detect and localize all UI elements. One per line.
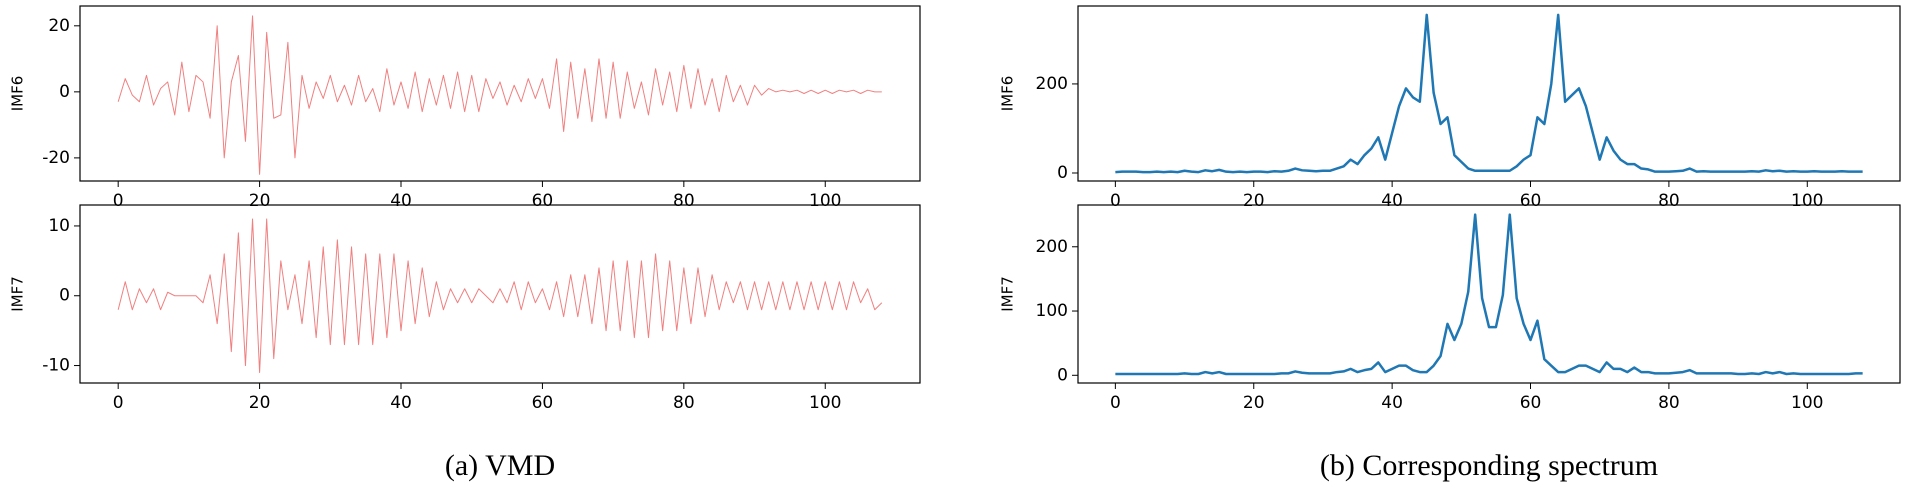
data-line (1115, 213, 1863, 376)
axes-frame (1077, 204, 1901, 384)
x-tick-label: 60 (1520, 393, 1542, 413)
x-tick-label: 0 (113, 393, 124, 413)
x-tick-label: 60 (1520, 191, 1542, 211)
x-tick-label: 80 (673, 393, 695, 413)
x-tick-label: 60 (532, 393, 554, 413)
x-tick-label: 40 (1381, 191, 1403, 211)
x-tick-label: 20 (249, 191, 271, 211)
x-tick-label: 0 (1110, 393, 1121, 413)
y-axis-label: IMF6 (9, 76, 27, 112)
y-tick-label: 0 (59, 82, 70, 102)
data-line (1115, 13, 1863, 174)
x-tick-label: 20 (249, 393, 271, 413)
x-tick-label: 0 (113, 191, 124, 211)
x-tick-label: 80 (1658, 191, 1680, 211)
y-tick-label: 200 (1036, 237, 1068, 257)
x-tick-label: 100 (809, 191, 841, 211)
axes-frame (79, 5, 921, 182)
x-tick-label: 40 (390, 191, 412, 211)
axes-frame (79, 204, 921, 384)
y-axis-label: IMF7 (999, 276, 1017, 312)
x-tick-label: 20 (1243, 191, 1265, 211)
caption: (b) Corresponding spectrum (1320, 449, 1658, 482)
caption: (a) VMD (445, 449, 555, 482)
x-tick-label: 80 (673, 191, 695, 211)
data-line (117, 15, 882, 175)
y-tick-label: 0 (1057, 365, 1068, 385)
y-axis-label: IMF6 (999, 76, 1017, 112)
y-tick-label: 20 (48, 16, 70, 36)
y-tick-label: 200 (1036, 74, 1068, 94)
x-tick-label: 80 (1658, 393, 1680, 413)
y-tick-label: 100 (1036, 301, 1068, 321)
y-tick-label: 0 (59, 286, 70, 306)
y-tick-label: 10 (48, 216, 70, 236)
x-tick-label: 100 (809, 393, 841, 413)
x-tick-label: 20 (1243, 393, 1265, 413)
x-tick-label: 40 (1381, 393, 1403, 413)
x-tick-label: 100 (1791, 191, 1823, 211)
y-axis-label: IMF7 (9, 276, 27, 312)
data-line (117, 218, 883, 374)
x-tick-label: 40 (390, 393, 412, 413)
y-tick-label: 0 (1057, 163, 1068, 183)
x-tick-label: 100 (1791, 393, 1823, 413)
x-tick-label: 0 (1110, 191, 1121, 211)
x-tick-label: 60 (532, 191, 554, 211)
y-tick-label: -20 (42, 148, 70, 168)
y-tick-label: -10 (42, 356, 70, 376)
axes-frame (1077, 5, 1901, 182)
